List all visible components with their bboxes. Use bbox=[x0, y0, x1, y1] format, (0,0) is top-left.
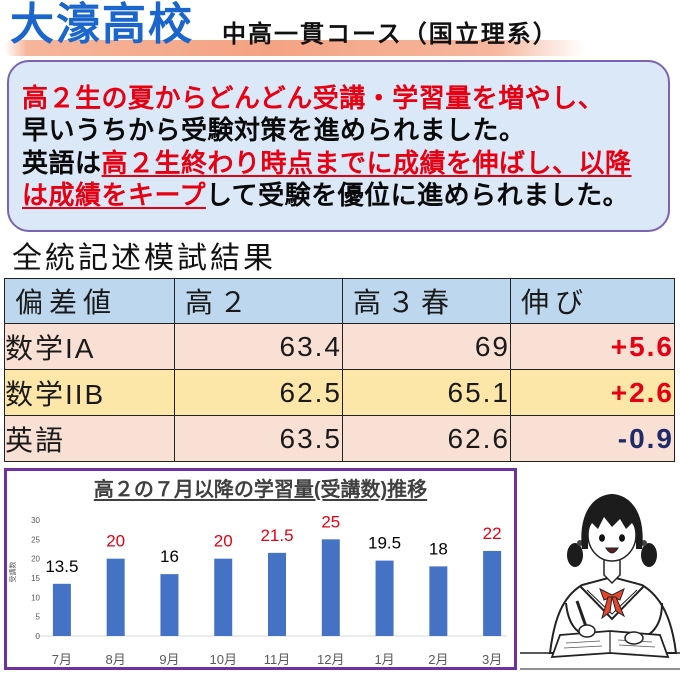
callout-line-1: 高２生の夏からどんどん受講・学習量を増やし、 bbox=[22, 83, 605, 113]
callout-line-3-lead: 英語は bbox=[22, 148, 102, 178]
school-name: 大濠高校 bbox=[10, 0, 194, 49]
bar-value-label: 20 bbox=[106, 532, 125, 551]
x-axis-month-label: 12月 bbox=[317, 652, 344, 667]
bar-value-label: 25 bbox=[321, 512, 340, 531]
bar-value-label: 20 bbox=[214, 532, 233, 551]
bar-4 bbox=[214, 558, 233, 636]
chart-title: 高２の７月以降の学習量(受講数)推移 bbox=[93, 479, 428, 501]
callout-line-3-highlight: 高２生終わり時点までに成績を伸ばし、以降 bbox=[101, 148, 632, 178]
y-axis-label: 受講数 bbox=[8, 562, 17, 583]
x-axis-month-label: 2月 bbox=[428, 652, 448, 667]
smile bbox=[605, 547, 619, 554]
bangs bbox=[586, 499, 638, 533]
subject-cell: 数学IA bbox=[4, 323, 175, 370]
bar-9 bbox=[483, 550, 502, 636]
column-header-growth: 伸び bbox=[510, 278, 675, 324]
y-axis-tick-label: 0 bbox=[36, 632, 41, 641]
column-header-deviation: 偏差値 bbox=[4, 278, 175, 324]
x-axis-month-label: 3月 bbox=[482, 652, 502, 667]
table-header-row: 偏差値 高２ 高３春 伸び bbox=[4, 278, 675, 324]
y-axis-tick-label: 30 bbox=[31, 516, 40, 525]
grade2-score-cell: 63.5 bbox=[174, 415, 343, 462]
y-axis-tick-label: 10 bbox=[31, 593, 40, 602]
grade3-spring-score-cell: 62.6 bbox=[342, 415, 511, 462]
grade3-spring-score-cell: 65.1 bbox=[342, 369, 511, 416]
red-scarf-tail-right bbox=[611, 596, 626, 618]
right-pigtail bbox=[641, 543, 657, 567]
x-axis-month-label: 9月 bbox=[159, 652, 179, 667]
x-axis-month-label: 10月 bbox=[209, 652, 236, 667]
grade3-spring-score-cell: 69 bbox=[342, 323, 511, 370]
callout-line-4: は成績をキープして受験を優位に進められました。 bbox=[22, 179, 629, 211]
y-axis-tick-label: 20 bbox=[31, 555, 40, 564]
book-text-line bbox=[618, 644, 656, 648]
callout-line-2: 早いうちから受験対策を進められました。 bbox=[22, 115, 526, 145]
study-volume-chart: 0 5 10 15 20 25 30 受講数 13.5 7月 20 8月 16 9月 20 10月 21.5 11… bbox=[4, 468, 517, 670]
subject-cell: 英語 bbox=[4, 415, 175, 462]
table-row: 数学IIB 62.5 65.1 +2.6 bbox=[4, 369, 675, 416]
column-header-grade2: 高２ bbox=[174, 278, 343, 324]
bar-value-label: 16 bbox=[160, 547, 179, 566]
bar-value-label: 19.5 bbox=[368, 534, 401, 553]
left-eye bbox=[599, 534, 605, 542]
writing-hand bbox=[578, 624, 596, 638]
growth-cell: -0.9 bbox=[510, 415, 675, 462]
bar-value-label: 13.5 bbox=[45, 557, 78, 576]
bar-5 bbox=[268, 552, 287, 636]
book-text-line bbox=[563, 645, 603, 649]
bar-2 bbox=[106, 558, 125, 636]
growth-cell: +5.6 bbox=[510, 323, 675, 370]
red-scarf-tail-left bbox=[601, 596, 613, 620]
title-highlight-stroke bbox=[4, 40, 584, 56]
growth-cell: +2.6 bbox=[510, 369, 675, 416]
x-axis-month-label: 8月 bbox=[106, 652, 126, 667]
bar-1 bbox=[52, 583, 71, 636]
course-name: 中高一貫コース（国立理系） bbox=[222, 21, 559, 48]
left-pigtail bbox=[567, 543, 583, 567]
results-table: 偏差値 高２ 高３春 伸び 数学IA 63.4 69 +5.6 数学IIB 62… bbox=[4, 278, 675, 462]
callout-line-3: 英語は高２生終わり時点までに成績を伸ばし、以降 bbox=[22, 147, 632, 179]
bar-value-label: 18 bbox=[429, 539, 448, 558]
results-section-title: 全統記述模試結果 bbox=[12, 242, 276, 275]
y-axis-tick-label: 15 bbox=[31, 574, 40, 583]
grade2-score-cell: 62.5 bbox=[174, 369, 343, 416]
red-scarf bbox=[599, 587, 625, 601]
book-text-line bbox=[565, 640, 601, 644]
y-axis-tick-label: 25 bbox=[31, 535, 40, 544]
x-axis-month-label: 1月 bbox=[374, 652, 394, 667]
bar-value-label: 22 bbox=[483, 524, 502, 543]
sailor-collar bbox=[579, 585, 645, 621]
y-axis-tick-label: 5 bbox=[36, 613, 41, 622]
bar-chart-plot: 0 5 10 15 20 25 30 受講数 13.5 7月 20 8月 16 9月 20 10月 21.5 11… bbox=[8, 512, 507, 667]
student-writing-illustration bbox=[520, 494, 680, 670]
column-header-grade3-spring: 高３春 bbox=[342, 278, 511, 324]
x-axis-month-label: 7月 bbox=[52, 652, 72, 667]
table-row: 英語 63.5 62.6 -0.9 bbox=[4, 415, 675, 462]
bar-6 bbox=[321, 539, 340, 636]
callout-line-4-tail: して受験を優位に進められました。 bbox=[205, 180, 630, 210]
sailor-collar-stripe bbox=[586, 589, 638, 615]
resting-hand bbox=[624, 631, 644, 645]
bar-7 bbox=[375, 560, 394, 636]
right-eye bbox=[619, 534, 625, 542]
bar-3 bbox=[160, 574, 179, 636]
callout-line-4-highlight: は成績をキープ bbox=[22, 180, 206, 210]
bar-8 bbox=[429, 566, 448, 636]
grade2-score-cell: 63.4 bbox=[174, 323, 343, 370]
subject-cell: 数学IIB bbox=[4, 369, 175, 416]
summary-callout: 高２生の夏からどんどん受講・学習量を増やし、 早いうちから受験対策を進められまし… bbox=[7, 60, 670, 232]
table-row: 数学IA 63.4 69 +5.6 bbox=[4, 323, 675, 370]
bar-value-label: 21.5 bbox=[260, 526, 293, 545]
x-axis-month-label: 11月 bbox=[264, 652, 291, 667]
